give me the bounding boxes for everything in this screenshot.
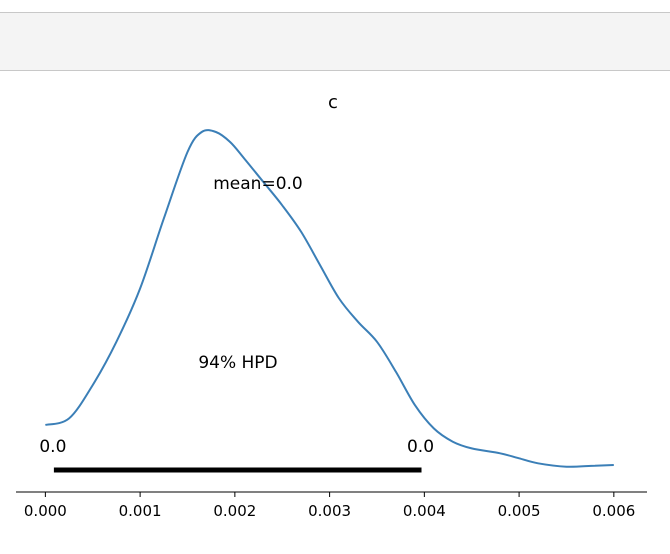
x-tick-label: 0.005 [498,502,541,520]
x-tick-label: 0.000 [24,502,67,520]
hpd-label: 94% HPD [198,353,277,373]
chart-title: c [328,92,338,113]
x-tick-label: 0.006 [592,502,635,520]
x-axis-ticks: 0.000 0.001 0.002 0.003 0.004 0.005 0.006 [24,492,635,520]
density-curve [45,129,614,468]
x-tick-label: 0.002 [213,502,256,520]
hpd-start-label: 0.0 [39,437,66,457]
hpd-end-label: 0.0 [407,437,434,457]
x-tick-label: 0.001 [119,502,162,520]
top-rule [0,12,670,13]
x-tick-label: 0.004 [403,502,446,520]
x-tick-label: 0.003 [308,502,351,520]
mean-annotation: mean=0.0 [213,174,303,194]
toolbar-band [0,13,670,71]
